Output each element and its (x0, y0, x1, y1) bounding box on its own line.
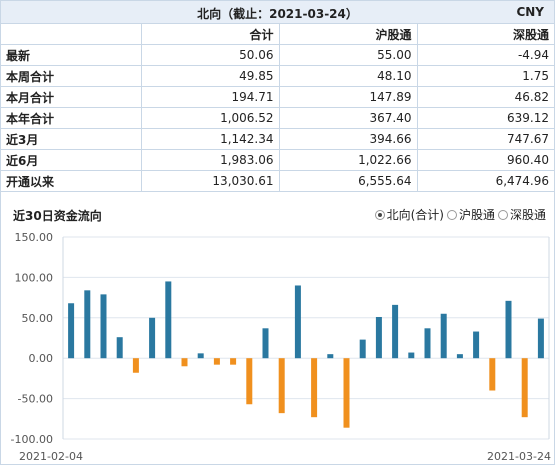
y-tick-label: 50.00 (22, 312, 54, 325)
y-tick-label: 150.00 (15, 231, 54, 244)
flow-bar (456, 354, 463, 359)
y-tick-label: 100.00 (15, 271, 54, 284)
flow-bar (230, 358, 237, 365)
flow-bar (262, 328, 269, 359)
table-cell: 147.89 (279, 86, 418, 108)
table-cell: -4.94 (417, 44, 554, 66)
table-cell: 960.40 (417, 149, 554, 171)
series-option[interactable]: 沪股通 (446, 206, 495, 223)
flow-bar (424, 328, 431, 359)
flow-bar (100, 294, 107, 359)
flow-bar (181, 358, 188, 367)
row-label: 近3月 (1, 128, 142, 150)
table-cell: 1,142.34 (141, 128, 280, 150)
table-header-row: 合计 沪股通 深股通 (1, 24, 554, 45)
radio-icon[interactable] (446, 209, 457, 220)
flow-summary-table: 合计 沪股通 深股通 最新 50.06 55.00 -4.94 本周合计 49.85 48.… (1, 24, 554, 192)
flow-bar (68, 303, 75, 359)
table-cell: 394.66 (279, 128, 418, 150)
flow-bar (473, 331, 480, 359)
y-tick-label: -50.00 (18, 393, 53, 406)
table-row: 近3月 1,142.34 394.66 747.67 (1, 128, 554, 150)
table-cell: 13,030.61 (141, 170, 280, 192)
series-option-label: 沪股通 (458, 208, 495, 222)
table-cell: 55.00 (279, 44, 418, 66)
table-cell: 194.71 (141, 86, 280, 108)
flow-bar (489, 358, 496, 391)
table-row: 本月合计 194.71 147.89 46.82 (1, 86, 554, 108)
series-option[interactable]: 深股通 (497, 206, 546, 223)
flow-bar (213, 358, 220, 365)
table-cell: 6,555.64 (279, 170, 418, 192)
flow-bar (521, 358, 528, 418)
table-row: 本年合计 1,006.52 367.40 639.12 (1, 107, 554, 129)
column-header: 合计 (141, 24, 280, 45)
table-row: 本周合计 49.85 48.10 1.75 (1, 65, 554, 87)
flow-bar (408, 352, 415, 359)
radio-icon[interactable] (374, 209, 385, 220)
table-cell: 1.75 (417, 65, 554, 87)
currency-label: CNY (516, 5, 544, 19)
flow-bar (278, 358, 285, 414)
row-label: 本周合计 (1, 65, 142, 87)
flow-bar (246, 358, 253, 405)
flow-bar (116, 337, 123, 359)
row-label: 本月合计 (1, 86, 142, 108)
flow-bar (537, 318, 544, 359)
table-cell: 50.06 (141, 44, 280, 66)
table-cell: 367.40 (279, 107, 418, 129)
chart-title: 近30日资金流向 (13, 209, 102, 223)
flow-bar (149, 317, 156, 359)
flow-bar (505, 300, 512, 359)
title-bar: 北向（截止：2021-03-24） CNY (1, 1, 554, 24)
y-tick-label: -100.00 (11, 433, 53, 446)
series-option[interactable]: 北向(合计) (374, 206, 444, 223)
flow-bar-chart: 150.00 100.00 50.00 0.00 -50.00 -100.00 2021-0… (11, 231, 551, 463)
flow-bar (165, 281, 172, 359)
table-cell: 1,983.06 (141, 149, 280, 171)
flow-bar (132, 358, 139, 373)
flow-bar (311, 358, 318, 418)
row-label: 最新 (1, 44, 142, 66)
flow-bar (343, 358, 350, 428)
flow-bar (359, 339, 366, 359)
flow-bar (392, 304, 399, 359)
series-selector: 北向(合计) 沪股通 深股通 (374, 206, 546, 223)
table-cell: 49.85 (141, 65, 280, 87)
flow-bar (294, 285, 301, 359)
column-header (1, 24, 142, 45)
chart-header: 近30日资金流向 北向(合计) 沪股通 深股通 (1, 197, 554, 227)
radio-icon[interactable] (497, 209, 508, 220)
row-label: 开通以来 (1, 170, 142, 192)
table-row: 近6月 1,983.06 1,022.66 960.40 (1, 149, 554, 171)
column-header: 深股通 (417, 24, 554, 45)
table-row: 最新 50.06 55.00 -4.94 (1, 44, 554, 66)
flow-bar (327, 354, 334, 359)
panel-title: 北向（截止：2021-03-24） (197, 7, 358, 21)
flow-bar (84, 290, 91, 359)
column-header: 沪股通 (279, 24, 418, 45)
row-label: 本年合计 (1, 107, 142, 129)
row-label: 近6月 (1, 149, 142, 171)
flow-bar (197, 353, 204, 359)
table-cell: 6,474.96 (417, 170, 554, 192)
table-cell: 1,022.66 (279, 149, 418, 171)
table-row: 开通以来 13,030.61 6,555.64 6,474.96 (1, 170, 554, 192)
table-cell: 1,006.52 (141, 107, 280, 129)
y-tick-label: 0.00 (29, 352, 54, 365)
flow-bar (440, 313, 447, 359)
series-option-label: 深股通 (509, 208, 546, 222)
table-cell: 747.67 (417, 128, 554, 150)
table-cell: 48.10 (279, 65, 418, 87)
flow-bar (375, 316, 382, 359)
series-option-label: 北向(合计) (386, 208, 444, 222)
x-start-label: 2021-02-04 (19, 450, 83, 463)
table-cell: 639.12 (417, 107, 554, 129)
table-cell: 46.82 (417, 86, 554, 108)
x-end-label: 2021-03-24 (487, 450, 551, 463)
